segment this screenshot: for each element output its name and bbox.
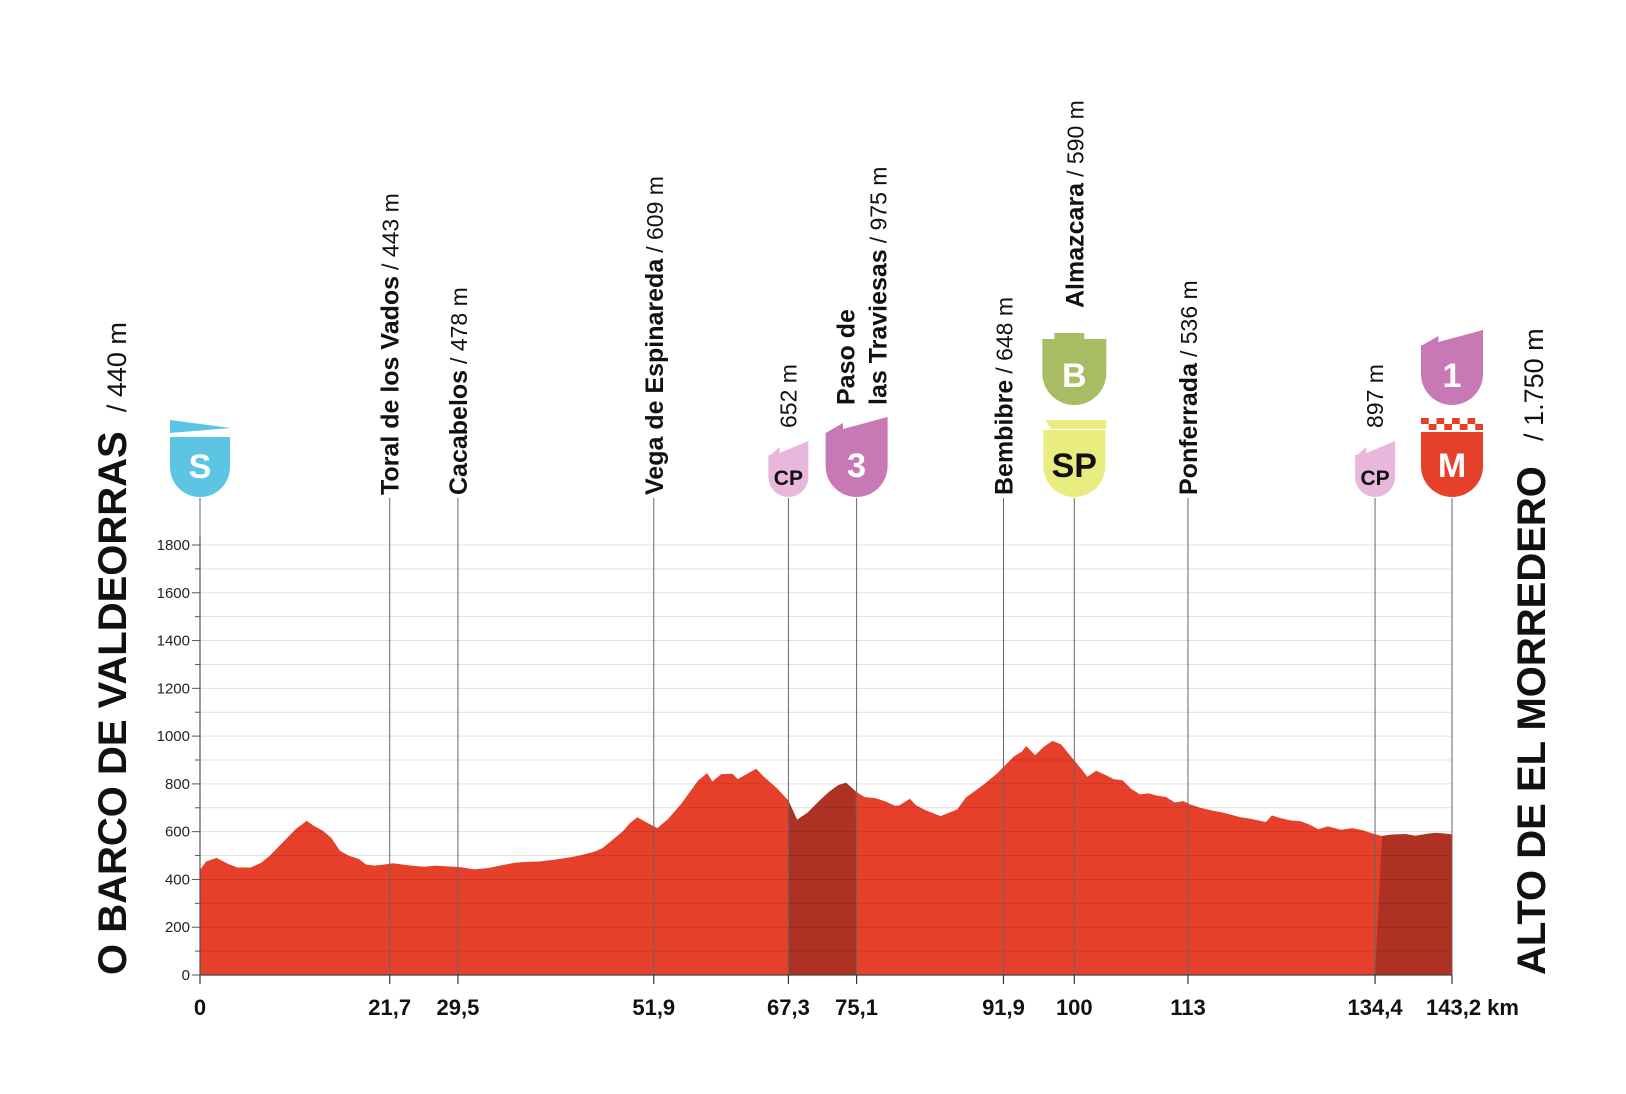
finish-checkered-icon (1452, 418, 1460, 424)
place-name-line2: las Traviesas (865, 249, 893, 405)
place-altitude: / 478 m (446, 287, 472, 364)
sprint-stack-icon (1050, 426, 1107, 429)
place-label: Cacabelos / 478 m (445, 287, 473, 495)
finish-badge (1421, 432, 1483, 497)
grid-lines (200, 544, 1452, 952)
y-tick-label: 200 (165, 919, 190, 936)
profile-layer (200, 740, 1452, 975)
finish-altitude: / 1.750 m (1519, 328, 1549, 441)
place-altitude: / 648 m (991, 297, 1017, 374)
bonus-badge-label: B (1062, 357, 1087, 395)
y-tick-label: 1800 (157, 537, 190, 554)
cat3-badge (825, 433, 888, 497)
place-labels: Toral de los Vados / 443 m Cacabelos / 478 … (377, 100, 1388, 495)
place-altitude: / 609 m (642, 176, 668, 253)
finish-checkered-icon (1475, 424, 1483, 430)
start-badge (170, 437, 230, 497)
place-name: Ponferrada (1175, 362, 1203, 495)
cp-badge-label: CP (774, 467, 803, 490)
x-axis: 0 21,7 29,5 51,9 67,3 75,1 91,9 100 113 134,4 143,… (194, 974, 1519, 1020)
start-badge-label: S (189, 448, 212, 486)
x-tick-label: 21,7 (368, 995, 411, 1020)
x-tick-label: 29,5 (437, 995, 480, 1020)
sprint-stack-icon (1046, 420, 1107, 423)
y-tick-label: 1400 (157, 633, 190, 650)
y-tick-label: 0 (182, 967, 190, 984)
finish-name: ALTO DE EL MORREDERO / 1.750 m (1510, 328, 1554, 975)
climb-segment-1 (788, 782, 857, 975)
bonus-top-icon (1042, 333, 1107, 345)
x-tick-label: 75,1 (835, 995, 878, 1020)
cp-altitude-label: 897 m (1362, 364, 1388, 428)
place-name-line1: Paso de (833, 309, 861, 405)
y-tick-label: 800 (165, 776, 190, 793)
place-altitude: / 443 m (378, 193, 404, 270)
x-tick-label: 91,9 (982, 995, 1025, 1020)
x-tick-label: 113 (1170, 995, 1206, 1020)
place-name: Almazcara (1061, 182, 1089, 308)
place-label: Toral de los Vados / 443 m (377, 193, 405, 495)
sprint-badge (1043, 430, 1106, 497)
sprint-stack-icon (1048, 423, 1107, 426)
y-tick-label: 1600 (157, 585, 190, 602)
finish-town: ALTO DE EL MORREDERO (1510, 466, 1554, 975)
cp-flag-icon (768, 441, 809, 457)
place-label: Vega de Espinareda / 609 m (641, 176, 669, 495)
cp-badge (1355, 455, 1396, 497)
y-tick-label: 600 (165, 824, 190, 841)
start-town: O BARCO DE VALDEORRAS (91, 431, 135, 975)
place-name: Toral de los Vados (377, 276, 405, 495)
cp-flag-icon (1355, 441, 1396, 457)
start-altitude: / 440 m (102, 322, 132, 412)
badges: S CP CP 3 B SP 1 M (170, 330, 1483, 497)
x-tick-label: 134,4 (1348, 995, 1404, 1020)
finish-checkered-icon (1421, 418, 1429, 424)
place-label: Ponferrada / 536 m (1175, 280, 1203, 495)
y-tick-label: 1000 (157, 728, 190, 745)
cp-altitude: 897 m (1362, 364, 1388, 428)
finish-checkered-icon (1467, 418, 1476, 424)
x-tick-label: 143,2 km (1426, 995, 1519, 1020)
finish-checkered-icon (1444, 424, 1452, 430)
place-altitude: / 590 m (1062, 100, 1088, 177)
place-label: Almazcara / 590 m (1061, 100, 1089, 308)
cp-badge (768, 455, 809, 497)
finish-badge-label: M (1438, 447, 1466, 485)
place-altitude: / 536 m (1176, 280, 1202, 357)
y-axis: 0 200 400 600 800 1000 1200 1400 1600 1800 (157, 537, 201, 984)
cat1-badge (1421, 345, 1483, 405)
start-flag-icon (170, 420, 231, 433)
finish-checkered-icon (1459, 424, 1468, 430)
x-tick-label: 0 (194, 995, 206, 1020)
cp-badge-label: CP (1360, 467, 1389, 490)
place-label: Paso de (833, 309, 861, 405)
cp-altitude: 652 m (775, 364, 801, 428)
cp-altitude-label: 652 m (775, 364, 801, 428)
y-tick-label: 1200 (157, 680, 190, 697)
climb-segment-2 (1375, 832, 1452, 975)
place-name: Bembibre (990, 380, 1018, 495)
place-label-line2: las Traviesas / 975 m (865, 167, 893, 405)
place-label: Bembibre / 648 m (990, 297, 1018, 495)
sprint-badge-label: SP (1052, 447, 1097, 485)
finish-checkered-icon (1428, 424, 1437, 430)
cat3-badge-label: 3 (847, 447, 866, 485)
place-name: Vega de Espinareda (641, 258, 669, 495)
cat3-flag-icon (825, 417, 888, 433)
cat1-badge-label: 1 (1443, 357, 1462, 395)
place-altitude: / 975 m (866, 167, 892, 244)
place-name: Cacabelos (445, 370, 473, 495)
x-tick-label: 51,9 (632, 995, 675, 1020)
bonus-badge (1042, 345, 1107, 405)
y-tick-label: 400 (165, 871, 190, 888)
cat1-flag-icon (1421, 330, 1483, 346)
x-tick-label: 100 (1056, 995, 1093, 1020)
finish-checkered-icon (1436, 418, 1445, 424)
start-name: O BARCO DE VALDEORRAS / 440 m (91, 322, 135, 975)
x-tick-label: 67,3 (767, 995, 810, 1020)
